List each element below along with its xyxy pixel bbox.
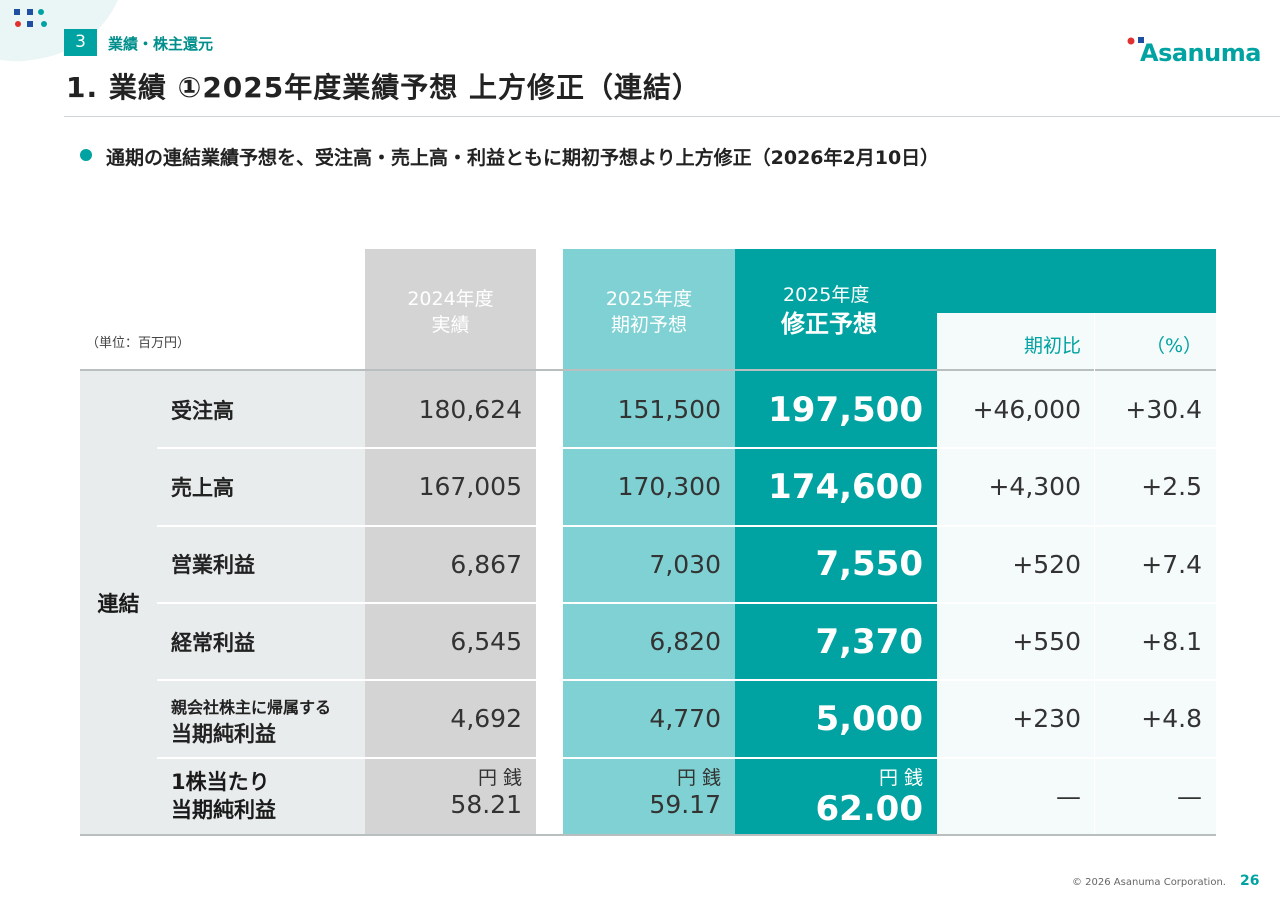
revised-value: 5,000 <box>815 698 923 739</box>
actual-value: 167,005 <box>418 472 522 502</box>
row-separator <box>157 601 365 604</box>
initial-value: 6,820 <box>649 627 721 657</box>
diff-value: +550 <box>1012 627 1081 657</box>
section-number-badge: 3 <box>64 29 97 56</box>
pct-value: +4.8 <box>1141 704 1202 734</box>
eps-unit: 円 銭 <box>676 766 721 789</box>
header-actual: 2024年度 実績 <box>365 249 536 370</box>
header-actual-label: 実績 <box>431 314 470 336</box>
row-separator <box>365 679 1216 682</box>
eps-label: 1株当たり 当期純利益 <box>157 758 365 835</box>
initial-value: 4,770 <box>649 704 721 734</box>
diff-value: +4,300 <box>988 472 1081 502</box>
header-initial-year: 2025年度 <box>605 288 693 310</box>
actual-value: 4,692 <box>450 704 522 734</box>
diff-value: +46,000 <box>972 395 1081 425</box>
header-revised: 2025年度 修正予想 <box>735 249 937 370</box>
row-separator <box>157 524 365 527</box>
pct-value: +30.4 <box>1125 395 1202 425</box>
row-separator <box>365 601 1216 604</box>
eps-actual: 円 銭 58.21 <box>365 758 536 835</box>
row-label-main: 当期純利益 <box>171 722 276 747</box>
row-separator <box>365 524 1216 527</box>
eps-pct: — <box>1177 781 1202 811</box>
actual-value: 6,545 <box>450 627 522 657</box>
header-actual-year: 2024年度 <box>407 288 494 310</box>
row-separator <box>365 447 1216 450</box>
diff-value: +520 <box>1012 549 1081 579</box>
revised-value: 174,600 <box>768 466 923 507</box>
company-logo-text: Asanuma <box>1140 39 1261 67</box>
header-initial: 2025年度 期初予想 <box>563 249 735 370</box>
eps-unit: 円 銭 <box>878 766 923 789</box>
initial-value: 170,300 <box>617 472 721 502</box>
eps-label-line2: 当期純利益 <box>171 797 276 822</box>
page-number: 26 <box>1240 873 1260 889</box>
eps-revised-value: 62.00 <box>815 788 923 829</box>
table-top-rule <box>80 369 1216 371</box>
eps-initial-value: 59.17 <box>649 789 721 819</box>
initial-value: 7,030 <box>649 549 721 579</box>
unit-label: （単位：百万円） <box>86 336 191 351</box>
eps-unit: 円 銭 <box>477 766 522 789</box>
asanuma-logo-icon <box>1127 37 1144 45</box>
row-label: 受注高 <box>171 398 234 423</box>
row-separator <box>365 756 1216 759</box>
eps-revised: 円 銭 62.00 <box>735 758 937 835</box>
group-label: 連結 <box>80 371 157 835</box>
title-divider <box>64 116 1280 117</box>
pct-value: +8.1 <box>1141 627 1202 657</box>
actual-value: 180,624 <box>418 395 522 425</box>
section-label: 業績・株主還元 <box>108 35 214 53</box>
header-revised-year: 2025年度 <box>783 284 870 306</box>
header-initial-label: 期初予想 <box>610 314 687 336</box>
eps-initial: 円 銭 59.17 <box>563 758 735 835</box>
column-divider <box>1094 313 1095 834</box>
header-revised-label: 修正予想 <box>781 310 877 338</box>
row-label: 親会社株主に帰属する 当期純利益 <box>157 680 365 757</box>
bullet-icon <box>80 149 92 161</box>
eps-label-line1: 1株当たり <box>171 769 270 794</box>
row-label: 営業利益 <box>171 553 255 578</box>
bullet-text: 通期の連結業績予想を、受注高・売上高・利益ともに期初予想より上方修正（2026年… <box>106 147 940 169</box>
initial-value: 151,500 <box>617 395 721 425</box>
header-pct: （%） <box>1095 313 1216 370</box>
row-separator <box>157 679 365 682</box>
diff-value: +230 <box>1012 704 1081 734</box>
revised-value: 7,370 <box>815 621 923 662</box>
row-label-small: 親会社株主に帰属する <box>171 698 332 718</box>
row-separator <box>157 447 365 450</box>
page-title: 1. 業績 ①2025年度業績予想 上方修正（連結） <box>66 71 702 104</box>
row-label: 売上高 <box>171 475 234 500</box>
corner-decoration <box>0 0 118 62</box>
copyright: © 2026 Asanuma Corporation. <box>1072 877 1226 888</box>
pct-value: +2.5 <box>1141 472 1202 502</box>
eps-diff: — <box>1056 781 1081 811</box>
header-diff: 期初比 <box>937 313 1095 370</box>
revised-value: 7,550 <box>815 544 923 585</box>
row-label: 経常利益 <box>171 630 255 655</box>
row-separator <box>157 756 365 759</box>
eps-actual-value: 58.21 <box>450 789 522 819</box>
actual-value: 6,867 <box>450 549 522 579</box>
revised-value: 197,500 <box>768 389 923 430</box>
pct-value: +7.4 <box>1141 549 1202 579</box>
table-bottom-rule <box>80 834 1216 836</box>
